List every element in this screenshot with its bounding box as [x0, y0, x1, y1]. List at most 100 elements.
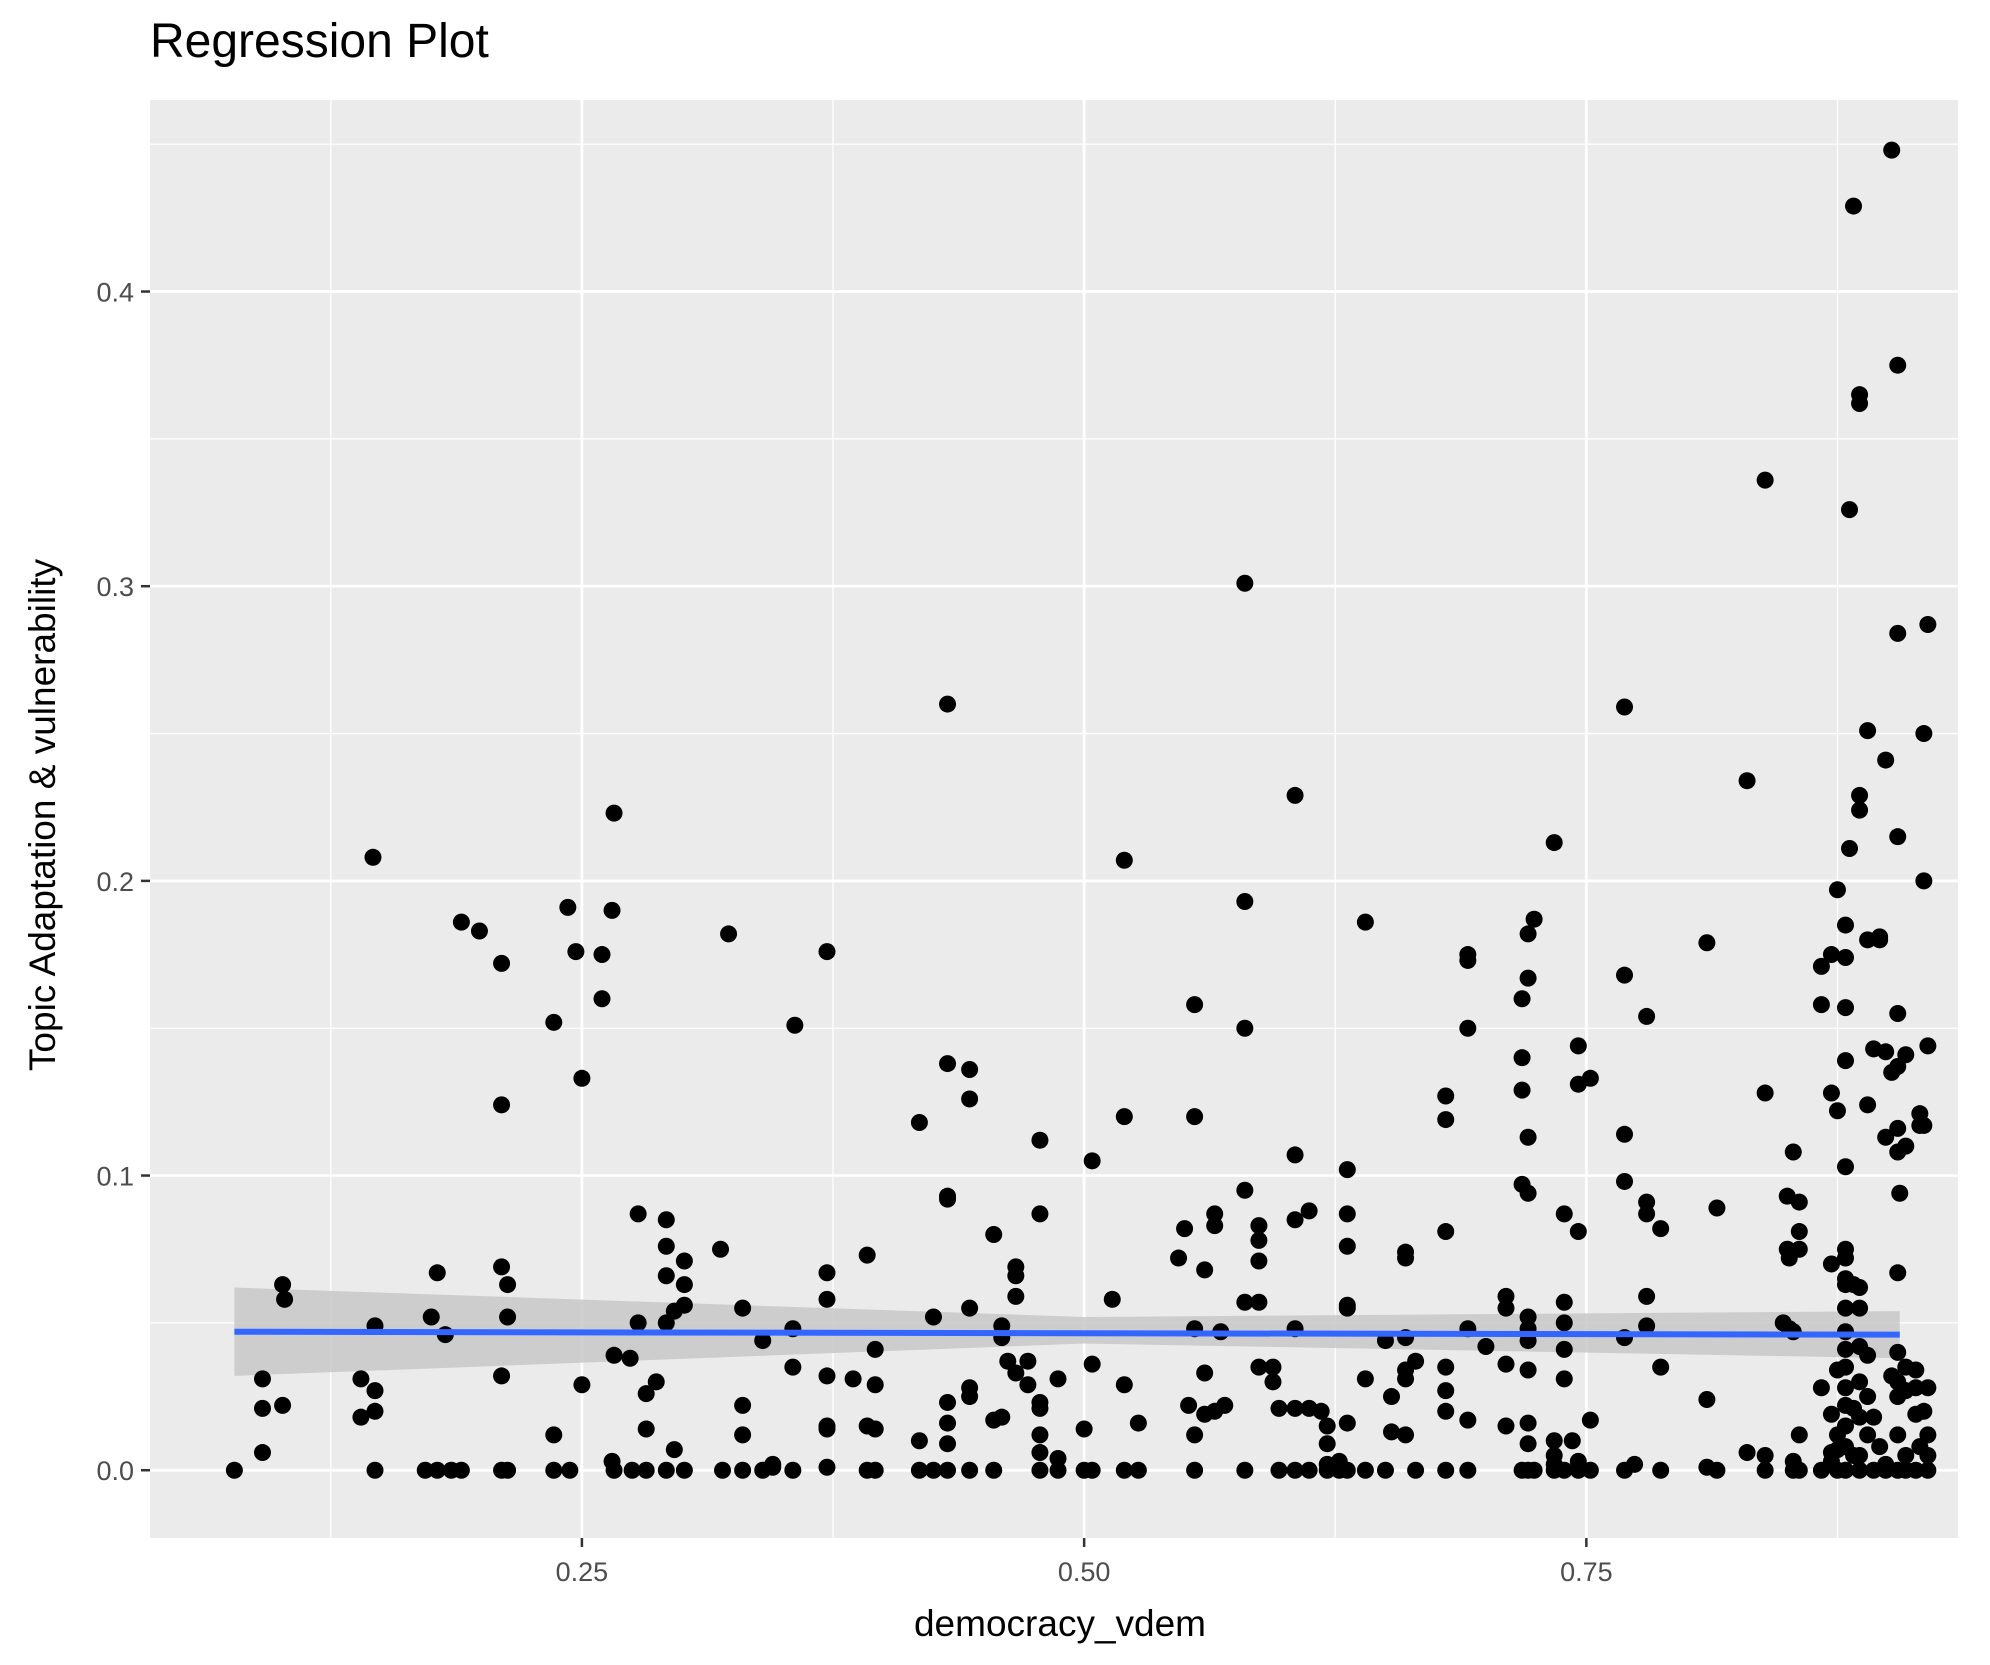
data-point — [1318, 1461, 1336, 1479]
data-point — [939, 1393, 957, 1411]
data-point — [637, 1385, 655, 1403]
data-point — [1638, 1007, 1656, 1025]
data-point — [1525, 1461, 1543, 1479]
data-point — [1170, 1249, 1188, 1267]
data-point — [1698, 934, 1716, 952]
data-point — [493, 1096, 511, 1114]
data-point — [1837, 1299, 1855, 1317]
data-point — [1397, 1249, 1415, 1267]
data-point — [567, 943, 585, 961]
data-point — [1837, 1249, 1855, 1267]
data-point — [499, 1461, 517, 1479]
data-point — [1186, 996, 1204, 1014]
data-point — [605, 804, 623, 822]
data-point — [1837, 1358, 1855, 1376]
data-point — [939, 1461, 957, 1479]
data-point — [1851, 395, 1869, 413]
data-point — [818, 1290, 836, 1308]
data-point — [844, 1370, 862, 1388]
data-point — [1196, 1261, 1214, 1279]
data-point — [573, 1069, 591, 1087]
y-tick-label: 0.2 — [96, 867, 134, 897]
data-point — [734, 1426, 752, 1444]
data-point — [1031, 1444, 1049, 1462]
data-point — [1851, 1408, 1869, 1426]
data-point — [1437, 1223, 1455, 1241]
data-point — [493, 954, 511, 972]
data-point — [1919, 1461, 1937, 1479]
data-point — [1176, 1220, 1194, 1238]
data-point — [1286, 786, 1304, 804]
data-point — [1851, 1279, 1869, 1297]
data-point — [1616, 1172, 1634, 1190]
data-point — [784, 1358, 802, 1376]
data-point — [364, 848, 382, 866]
axes: 0.25 0.50 0.75 0.0 0.1 0.2 0.3 0.4 — [96, 278, 1612, 1587]
y-tick-label: 0.4 — [96, 278, 134, 308]
data-point — [961, 1388, 979, 1406]
data-point — [1459, 1411, 1477, 1429]
data-point — [961, 1060, 979, 1078]
data-point — [818, 1420, 836, 1438]
data-point — [1837, 916, 1855, 934]
data-point — [818, 943, 836, 961]
data-point — [1264, 1373, 1282, 1391]
data-point — [1206, 1217, 1224, 1235]
data-point — [1889, 1119, 1907, 1137]
data-point — [1919, 1446, 1937, 1464]
data-point — [1877, 751, 1895, 769]
data-point — [1555, 1293, 1573, 1311]
data-point — [1822, 1405, 1840, 1423]
data-point — [1790, 1426, 1808, 1444]
data-point — [1115, 1376, 1133, 1394]
y-tick-label: 0.1 — [96, 1162, 134, 1192]
data-point — [1519, 925, 1537, 943]
data-point — [1497, 1299, 1515, 1317]
data-point — [1250, 1217, 1268, 1235]
data-point — [1286, 1461, 1304, 1479]
data-point — [1907, 1379, 1925, 1397]
data-point — [1919, 616, 1937, 634]
data-point — [1581, 1411, 1599, 1429]
data-point — [1790, 1461, 1808, 1479]
data-point — [714, 1461, 732, 1479]
data-point — [1250, 1252, 1268, 1270]
data-point — [1250, 1231, 1268, 1249]
data-point — [1300, 1461, 1318, 1479]
data-point — [1569, 1461, 1587, 1479]
data-point — [1497, 1417, 1515, 1435]
data-point — [1790, 1223, 1808, 1241]
data-point — [452, 1461, 470, 1479]
data-point — [1049, 1370, 1067, 1388]
data-point — [1851, 1373, 1869, 1391]
data-point — [366, 1461, 384, 1479]
data-point — [1519, 1128, 1537, 1146]
data-point — [276, 1290, 294, 1308]
data-point — [416, 1461, 434, 1479]
data-point — [1083, 1355, 1101, 1373]
data-point — [1738, 772, 1756, 790]
data-point — [1437, 1461, 1455, 1479]
data-point — [499, 1276, 517, 1294]
data-point — [1007, 1364, 1025, 1382]
data-point — [1859, 1346, 1877, 1364]
data-point — [1708, 1199, 1726, 1217]
data-point — [1837, 1417, 1855, 1435]
data-point — [1822, 946, 1840, 964]
data-point — [1837, 1379, 1855, 1397]
data-point — [470, 922, 488, 940]
data-point — [629, 1314, 647, 1332]
data-point — [910, 1461, 928, 1479]
data-point — [1519, 969, 1537, 987]
data-point — [1915, 725, 1933, 743]
data-point — [1318, 1417, 1336, 1435]
data-point — [720, 925, 738, 943]
data-point — [647, 1373, 665, 1391]
data-point — [1828, 1102, 1846, 1120]
data-point — [961, 1299, 979, 1317]
data-point — [1822, 1084, 1840, 1102]
data-point — [675, 1276, 693, 1294]
data-point — [1519, 1361, 1537, 1379]
data-point — [1338, 1161, 1356, 1179]
